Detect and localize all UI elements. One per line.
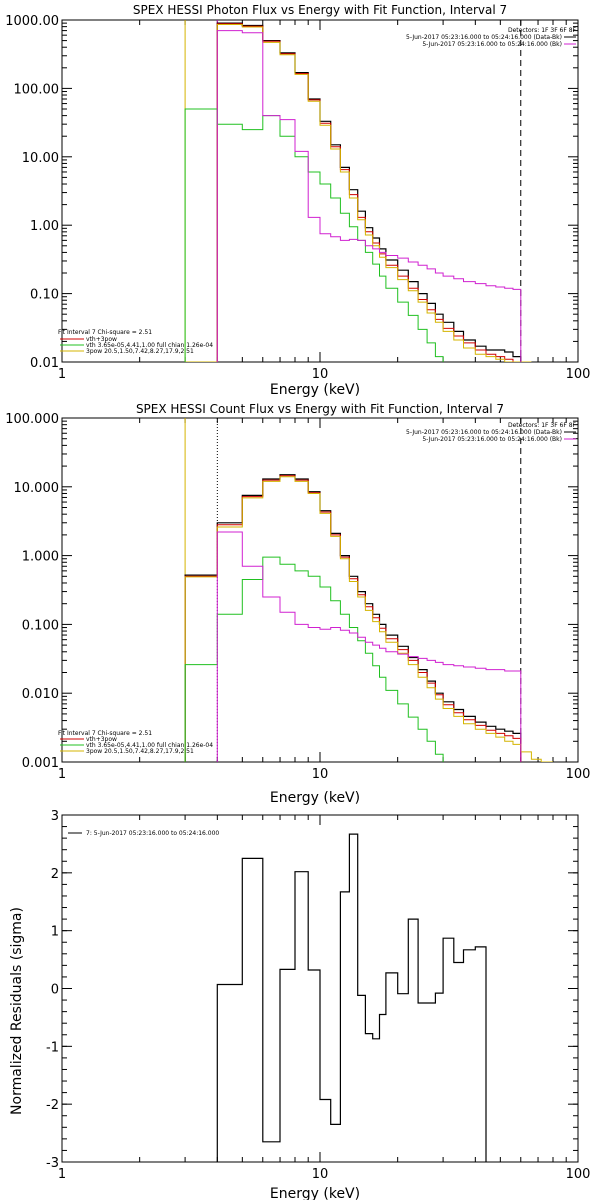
y-tick-label: 0.01 (30, 356, 59, 371)
photon-flux-panel: SPEX HESSI Photon Flux vs Energy with Fi… (5, 3, 590, 398)
legend-entry-data-bk: 5-Jun-2017 05:23:16.000 to 05:24:16.000 … (406, 34, 562, 41)
legend-bottom: Fit Interval 7 Chi-square = 2.51 vth+3po… (58, 329, 213, 355)
x-tick-label: 10 (312, 1167, 329, 1182)
y-tick-label: 2 (51, 867, 59, 882)
legend-entry-interval: 7: 5-Jun-2017 05:23:16.000 to 05:24:16.0… (86, 830, 219, 837)
legend-entry-bk: 5-Jun-2017 05:23:16.000 to 05:24:16.000 … (422, 436, 562, 443)
y-tick-label: 3 (51, 809, 59, 824)
y-tick-label: -3 (46, 1156, 59, 1171)
y-tick-label: 0.010 (22, 687, 59, 702)
panel-title: SPEX HESSI Count Flux vs Energy with Fit… (136, 402, 504, 416)
legend-top: Detectors: 1F 3F 6F 8F 5-Jun-2017 05:23:… (406, 422, 576, 443)
x-tick-label: 10 (312, 767, 329, 782)
plot-frame (61, 19, 579, 363)
y-axis-label: Normalized Residuals (sigma) (9, 907, 25, 1115)
series-line-2 (185, 24, 532, 362)
legend-header: Detectors: 1F 3F 6F 8F (508, 27, 577, 34)
legend-entry-data-bk: 5-Jun-2017 05:23:16.000 to 05:24:16.000 … (406, 429, 562, 436)
series-line-3 (184, 108, 444, 362)
x-tick-label: 100 (566, 1167, 591, 1182)
series-line-3 (184, 556, 444, 762)
plot-area (216, 833, 487, 1162)
legend-bottom: Fit Interval 7 Chi-square = 2.51 vth+3po… (58, 730, 213, 755)
x-tick-label: 1 (58, 367, 66, 382)
x-tick-label: 100 (566, 767, 591, 782)
series-line-2 (184, 476, 553, 762)
x-axis-label: Energy (keV) (270, 382, 360, 398)
y-tick-label: 100.00 (14, 82, 60, 97)
x-axis-label: Energy (keV) (270, 790, 360, 806)
series-line-1 (216, 23, 528, 362)
legend-top: 7: 5-Jun-2017 05:23:16.000 to 05:24:16.0… (86, 830, 219, 837)
legend-top: Detectors: 1F 3F 6F 8F 5-Jun-2017 05:23:… (406, 27, 576, 48)
y-tick-label: -2 (46, 1098, 59, 1113)
y-tick-label: 0 (51, 983, 59, 998)
legend-entry-power-law: 3pow 20.5,1.50,7.42,8.27,17.9,2.51 (86, 748, 194, 755)
y-tick-label: 1 (51, 925, 59, 940)
legend-entry-total-fit: vth+3pow (86, 736, 117, 743)
x-tick-label: 10 (312, 367, 329, 382)
y-tick-label: 1.00 (30, 219, 59, 234)
plot-area (184, 418, 553, 762)
x-tick-label: 100 (566, 367, 591, 382)
y-tick-label: 100.000 (5, 412, 59, 427)
residuals-panel: Energy (keV) Normalized Residuals (sigma… (9, 809, 591, 1202)
y-tick-label: 0.10 (30, 288, 59, 303)
x-tick-label: 1 (58, 767, 66, 782)
y-tick-label: -1 (46, 1040, 59, 1055)
y-tick-label: 10.000 (14, 481, 60, 496)
y-tick-label: 1000.00 (5, 14, 59, 29)
series-line-4 (216, 531, 522, 762)
y-tick-label: 0.100 (22, 618, 59, 633)
y-tick-label: 0.001 (22, 756, 59, 771)
legend-header: Fit Interval 7 Chi-square = 2.51 (58, 730, 152, 737)
legend-entry-thermal: vth 3.65e-05,4.41,1.00 full chian 1.26e-… (86, 742, 213, 749)
panel-title: SPEX HESSI Photon Flux vs Energy with Fi… (133, 3, 507, 17)
y-tick-label: 10.00 (22, 151, 59, 166)
legend-entry-thermal: vth 3.65e-05,4.41,1.00 full chian 1.26e-… (86, 342, 213, 349)
series-line-1 (184, 475, 522, 762)
series-line-0 (216, 833, 487, 1162)
plot-frame (61, 417, 579, 763)
x-tick-label: 1 (58, 1167, 66, 1182)
legend-entry-power-law: 3pow 20.5,1.50,7.42,8.27,17.9,2.51 (86, 348, 194, 355)
plot-area (184, 20, 532, 362)
x-axis-label: Energy (keV) (270, 1186, 360, 1200)
series-line-0 (184, 474, 522, 762)
legend-header: Detectors: 1F 3F 6F 8F (508, 422, 577, 429)
series-line-4 (216, 30, 522, 362)
legend-header: Fit Interval 7 Chi-square = 2.51 (58, 329, 152, 336)
count-flux-panel: SPEX HESSI Count Flux vs Energy with Fit… (5, 402, 590, 806)
legend-entry-bk: 5-Jun-2017 05:23:16.000 to 05:24:16.000 … (422, 41, 562, 48)
legend-entry-total-fit: vth+3pow (86, 336, 117, 343)
y-tick-label: 1.000 (22, 550, 59, 565)
